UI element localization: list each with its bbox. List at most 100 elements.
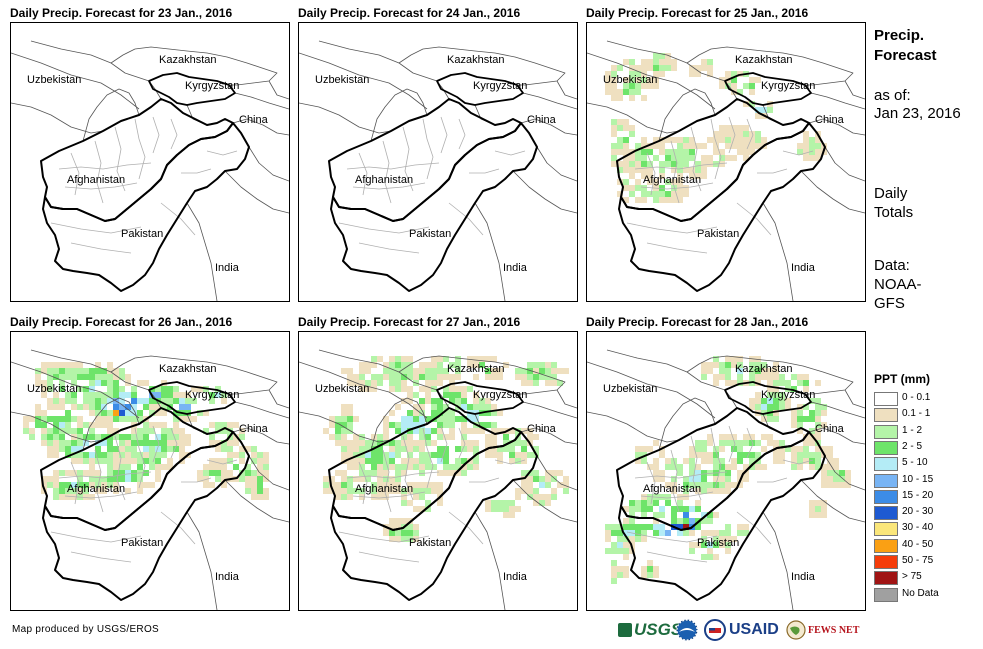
precip-cell — [389, 362, 395, 368]
precip-cell — [449, 416, 455, 422]
panel-title: Daily Precip. Forecast for 28 Jan., 2016 — [586, 315, 809, 329]
precip-cell — [749, 458, 755, 464]
province-boundary — [634, 162, 728, 170]
precip-cell — [719, 161, 725, 167]
precip-cell — [809, 398, 815, 404]
precip-cell — [347, 452, 353, 458]
precip-cell — [371, 488, 377, 494]
label-india: India — [503, 262, 528, 274]
precip-cell — [695, 482, 701, 488]
precip-cell — [773, 404, 779, 410]
precip-cell — [143, 470, 149, 476]
legend-label: 15 - 20 — [902, 489, 934, 501]
precip-cell — [107, 470, 113, 476]
precip-cell — [365, 368, 371, 374]
precip-cell — [461, 440, 467, 446]
precip-cell — [323, 428, 329, 434]
precip-cell — [113, 482, 119, 488]
precip-cell — [767, 380, 773, 386]
precip-cell — [263, 470, 269, 476]
province-boundary — [70, 242, 132, 254]
precip-cell — [653, 572, 659, 578]
precip-cell — [461, 464, 467, 470]
precip-cell — [665, 59, 671, 65]
precip-cell — [623, 77, 629, 83]
precip-cell — [425, 362, 431, 368]
precip-cell — [713, 476, 719, 482]
precip-cell — [89, 452, 95, 458]
precip-cell — [821, 470, 827, 476]
precip-cell — [53, 416, 59, 422]
precip-cell — [635, 71, 641, 77]
precip-cell — [341, 440, 347, 446]
precip-cell — [173, 422, 179, 428]
province-boundary — [626, 222, 718, 234]
precip-cell — [137, 428, 143, 434]
country-border — [82, 397, 140, 451]
precip-cell — [419, 440, 425, 446]
precip-cell — [683, 143, 689, 149]
precip-cell — [629, 500, 635, 506]
precip-cell — [341, 452, 347, 458]
precip-cell — [473, 428, 479, 434]
precip-cell — [419, 410, 425, 416]
precip-cell — [431, 362, 437, 368]
precip-cell — [77, 440, 83, 446]
precip-cell — [407, 398, 413, 404]
country-border — [844, 389, 865, 409]
precip-cell — [413, 410, 419, 416]
precip-cell — [815, 506, 821, 512]
precip-cell — [623, 197, 629, 203]
precip-cell — [143, 446, 149, 452]
precip-cell — [527, 368, 533, 374]
label-china: China — [815, 114, 845, 126]
precip-cell — [125, 416, 131, 422]
precip-cell — [707, 368, 713, 374]
precip-cell — [533, 368, 539, 374]
precip-cell — [125, 452, 131, 458]
precip-cell — [827, 464, 833, 470]
precip-cell — [401, 488, 407, 494]
precip-cell — [821, 404, 827, 410]
precip-cell — [755, 374, 761, 380]
precip-cell — [401, 458, 407, 464]
precip-cell — [737, 440, 743, 446]
province-boundary — [64, 491, 138, 499]
precip-cell — [707, 65, 713, 71]
precip-cell — [257, 488, 263, 494]
precip-cell — [737, 131, 743, 137]
precip-cell — [119, 368, 125, 374]
precip-cell — [737, 452, 743, 458]
precip-cell — [401, 386, 407, 392]
precip-cell — [815, 149, 821, 155]
precip-cell — [629, 191, 635, 197]
province-boundary — [440, 425, 448, 463]
precip-cell — [437, 482, 443, 488]
precip-cell — [689, 458, 695, 464]
precip-cell — [167, 392, 173, 398]
precip-cell — [485, 500, 491, 506]
precip-cell — [413, 404, 419, 410]
precip-cell — [215, 470, 221, 476]
precip-cell — [719, 488, 725, 494]
precip-cell — [659, 191, 665, 197]
precip-cell — [773, 362, 779, 368]
precip-cell — [341, 488, 347, 494]
precip-cell — [767, 404, 773, 410]
precip-cell — [485, 434, 491, 440]
precip-cell — [635, 524, 641, 530]
precip-cell — [743, 137, 749, 143]
precip-cell — [773, 416, 779, 422]
precip-cell — [689, 71, 695, 77]
precip-cell — [725, 143, 731, 149]
precip-cell — [137, 476, 143, 482]
precip-cell — [491, 506, 497, 512]
precip-cell — [395, 368, 401, 374]
precip-cell — [515, 494, 521, 500]
precip-cell — [791, 464, 797, 470]
precip-cell — [713, 137, 719, 143]
precip-cell — [437, 362, 443, 368]
precip-cell — [89, 368, 95, 374]
precip-cell — [719, 368, 725, 374]
precip-cell — [695, 464, 701, 470]
